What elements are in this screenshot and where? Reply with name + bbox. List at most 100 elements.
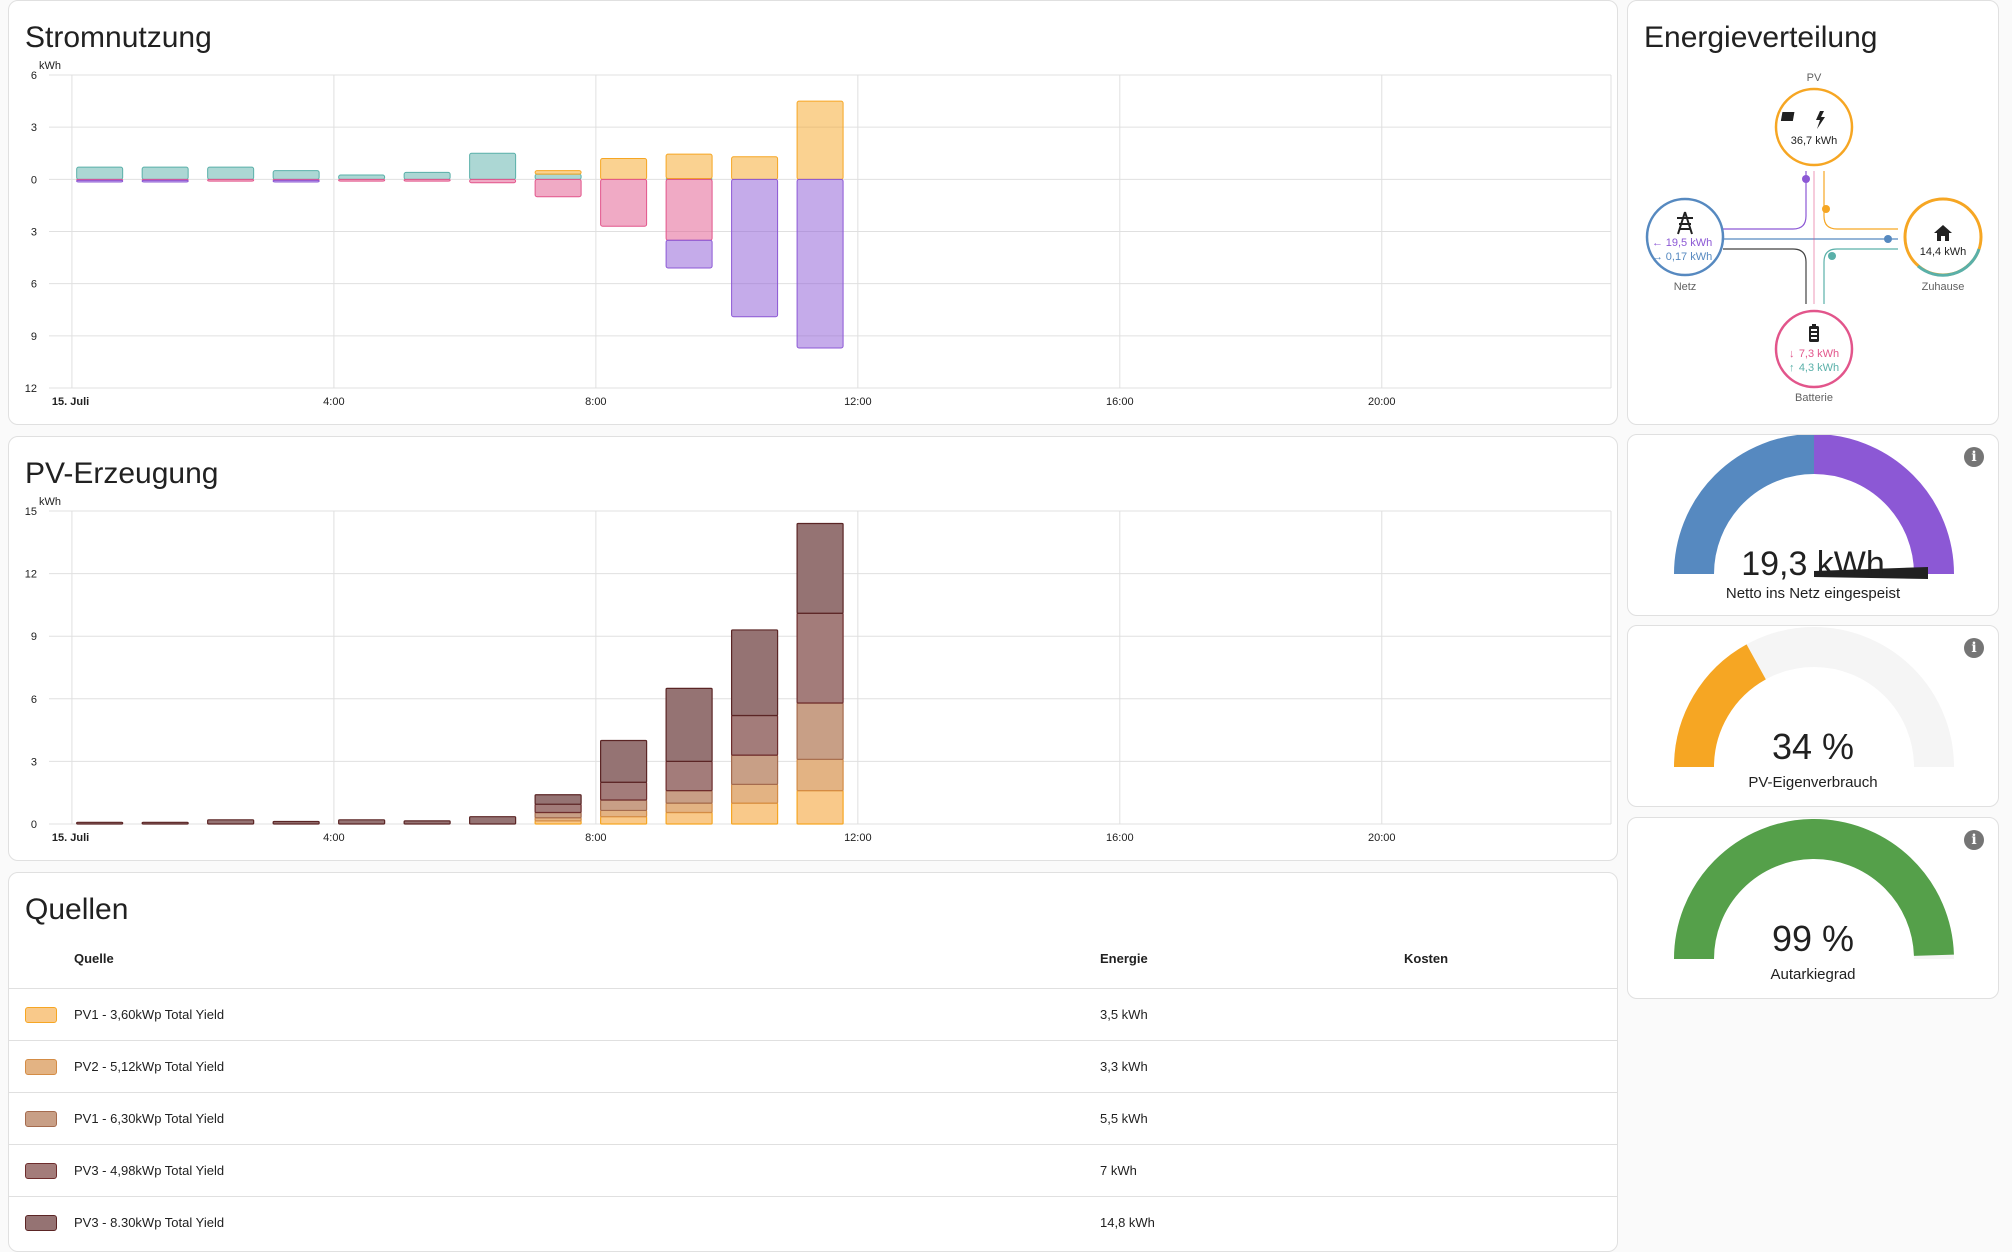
usage-bar[interactable] <box>665 239 713 269</box>
pv-bar[interactable] <box>730 783 779 804</box>
source-energy: 5,5 kWh <box>1100 1111 1148 1126</box>
y-tick-label: 6 <box>31 279 37 291</box>
usage-bar[interactable] <box>403 171 451 180</box>
usage-bar[interactable] <box>207 166 255 180</box>
info-icon[interactable]: i <box>1964 447 1984 467</box>
usage-bar[interactable] <box>338 178 386 182</box>
pv-bar[interactable] <box>403 820 451 825</box>
gauge-needle <box>1814 567 1928 579</box>
table-row[interactable]: PV1 - 6,30kWp Total Yield 5,5 kWh <box>9 1092 1617 1145</box>
pv-bar[interactable] <box>796 612 844 704</box>
usage-bar[interactable] <box>141 179 189 183</box>
pv-bar[interactable] <box>665 802 713 814</box>
pv-bar[interactable] <box>796 790 844 825</box>
y-tick-label: 12 <box>25 569 37 581</box>
pv-self-consumption-label: PV-Eigenverbrauch <box>1748 774 1878 791</box>
pv-card-title: PV-Erzeugung <box>25 457 219 490</box>
pv-bar[interactable] <box>272 820 320 825</box>
pv-bar[interactable] <box>665 760 713 792</box>
gauge-fill <box>1674 819 1954 960</box>
energy-column-header[interactable]: Energie <box>1100 951 1148 966</box>
pv-bar[interactable] <box>665 687 713 763</box>
source-column-header[interactable]: Quelle <box>74 951 114 966</box>
usage-bar[interactable] <box>76 179 124 183</box>
grid-net-gauge <box>1674 435 1954 579</box>
usage-bar[interactable] <box>469 152 517 180</box>
pv-bar[interactable] <box>76 821 124 825</box>
pv-bar[interactable] <box>207 819 255 825</box>
color-swatch <box>25 1215 57 1231</box>
pv-bar[interactable] <box>796 758 844 792</box>
table-row[interactable]: PV3 - 4,98kWp Total Yield 7 kWh <box>9 1144 1617 1197</box>
usage-bar[interactable] <box>338 174 386 180</box>
unit-label: kWh <box>39 496 61 508</box>
table-row[interactable]: PV3 - 8.30kWp Total Yield 14,8 kWh <box>9 1196 1617 1249</box>
usage-bar[interactable] <box>796 178 844 349</box>
source-name: PV1 - 3,60kWp Total Yield <box>74 1007 225 1022</box>
pv-bar[interactable] <box>665 790 713 804</box>
pv-bar[interactable] <box>730 754 779 785</box>
pv-bar[interactable] <box>600 816 648 825</box>
solar-power-icon <box>1780 111 1825 129</box>
usage-bar[interactable] <box>665 178 713 241</box>
pv-bar[interactable] <box>665 811 713 825</box>
pv-bar[interactable] <box>730 714 779 756</box>
usage-bar[interactable] <box>665 153 713 179</box>
usage-bar[interactable] <box>272 170 320 180</box>
usage-bar[interactable] <box>600 157 648 180</box>
grid-node-label: Netz <box>1674 281 1697 293</box>
flow-dot <box>1822 205 1830 213</box>
usage-bar[interactable] <box>469 178 517 184</box>
usage-bar[interactable] <box>207 178 255 182</box>
pv-bar[interactable] <box>534 811 582 819</box>
usage-bar[interactable] <box>600 178 648 227</box>
usage-bar[interactable] <box>534 178 582 198</box>
grid-node[interactable] <box>1645 197 1725 277</box>
pv-node[interactable] <box>1774 87 1854 167</box>
battery-in-arrow: ↓ <box>1789 348 1795 360</box>
pv-self-consumption-gauge <box>1674 627 1954 768</box>
y-tick-label: 12 <box>25 383 37 395</box>
y-tick-label: 9 <box>31 331 37 343</box>
source-name: PV1 - 6,30kWp Total Yield <box>74 1111 225 1126</box>
pv-bar[interactable] <box>600 799 648 812</box>
pv-bar[interactable] <box>796 522 844 614</box>
usage-bar[interactable] <box>731 178 779 318</box>
info-icon[interactable]: i <box>1964 638 1984 658</box>
source-energy: 14,8 kWh <box>1100 1215 1155 1230</box>
pv-bar[interactable] <box>141 821 189 825</box>
source-name: PV2 - 5,12kWp Total Yield <box>74 1059 225 1074</box>
usage-card: Stromnutzung kWh 6 3 0 3 6 9 12 15. Juli 4:00 8:00… <box>8 0 1618 425</box>
pv-bar[interactable] <box>600 809 648 818</box>
info-icon[interactable]: i <box>1964 830 1984 850</box>
pv-bar[interactable] <box>600 739 648 783</box>
table-row[interactable]: PV1 - 3,60kWp Total Yield 3,5 kWh <box>9 988 1617 1041</box>
pv-bar[interactable] <box>534 803 582 814</box>
usage-bar[interactable] <box>731 156 779 180</box>
pv-card: PV-Erzeugung kWh 15 12 9 6 3 0 15. Juli 4:00 8:00… <box>8 436 1618 861</box>
usage-bar[interactable] <box>272 179 320 183</box>
pv-self-consumption-value: 34 % <box>1771 726 1855 767</box>
usage-bar[interactable] <box>403 178 451 182</box>
usage-bar[interactable] <box>534 173 582 180</box>
pv-bar[interactable] <box>534 794 582 805</box>
y-tick-label: 0 <box>31 819 37 831</box>
usage-bar[interactable] <box>141 166 189 180</box>
pv-bar[interactable] <box>600 781 648 801</box>
battery-node[interactable] <box>1774 309 1854 389</box>
pv-bar[interactable] <box>338 819 386 825</box>
pv-bar[interactable] <box>730 802 779 825</box>
usage-bar[interactable] <box>534 170 582 175</box>
pv-bar[interactable] <box>796 702 844 760</box>
pv-bar[interactable] <box>730 629 779 717</box>
autarky-gauge-card: i 99 % Autarkiegrad <box>1627 817 1999 999</box>
usage-bar[interactable] <box>796 100 844 180</box>
table-row[interactable]: PV2 - 5,12kWp Total Yield 3,3 kWh <box>9 1040 1617 1093</box>
battery-node-out: 4,3 kWh <box>1799 362 1839 374</box>
usage-bar[interactable] <box>76 166 124 180</box>
source-energy: 3,5 kWh <box>1100 1007 1148 1022</box>
cost-column-header[interactable]: Kosten <box>1404 951 1449 966</box>
pv-bar[interactable] <box>469 816 517 825</box>
